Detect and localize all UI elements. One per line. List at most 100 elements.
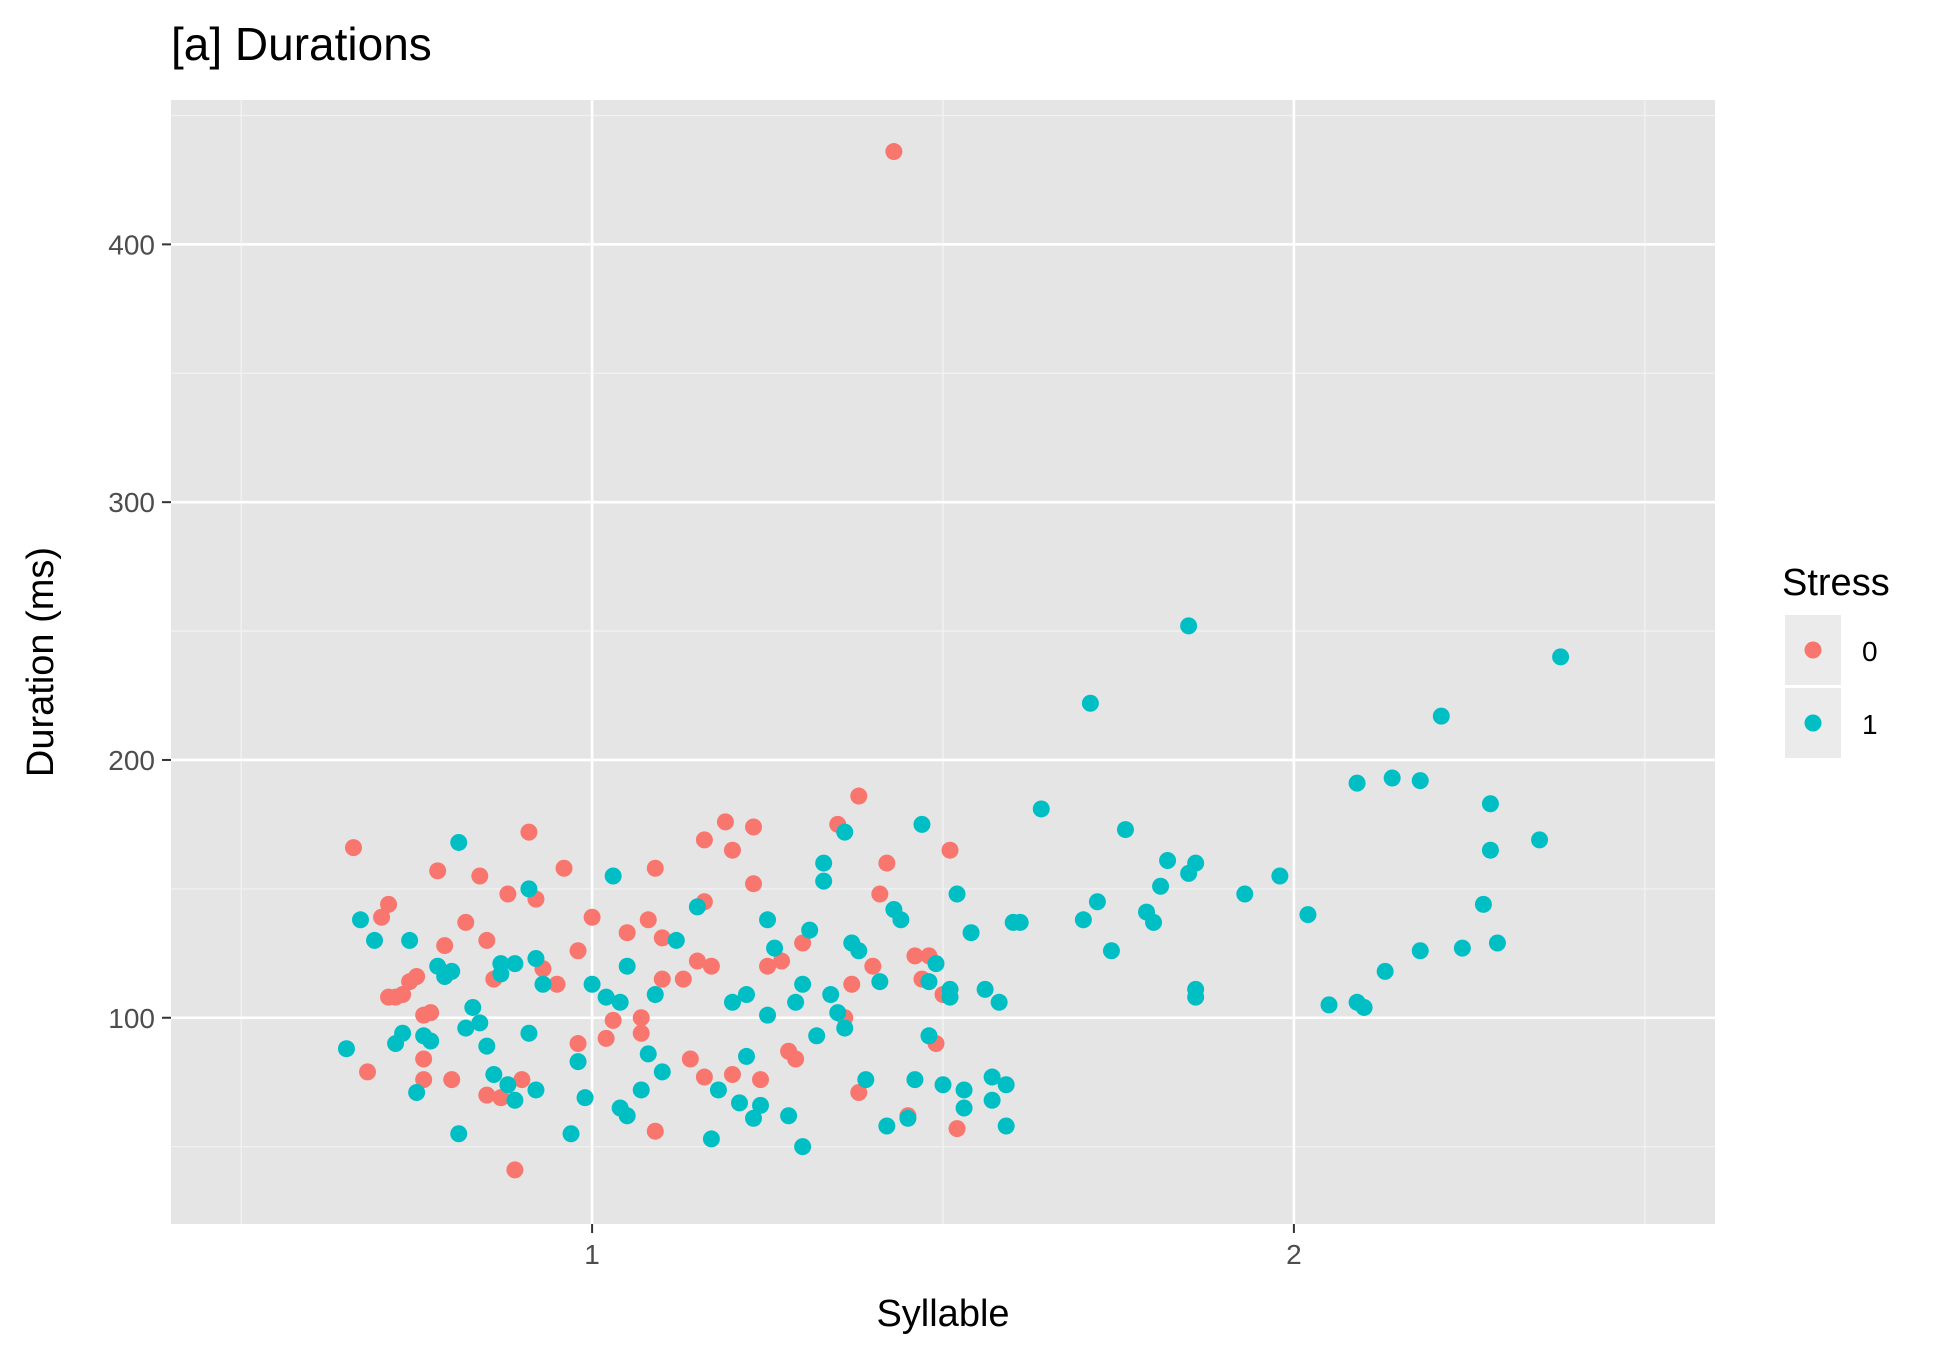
- data-point-stress-0: [653, 970, 671, 988]
- legend: Stress 0 1: [1782, 562, 1890, 758]
- data-point-stress-1: [752, 1096, 770, 1114]
- data-point-stress-0: [478, 931, 496, 949]
- data-point-stress-1: [997, 1076, 1015, 1094]
- data-point-stress-1: [976, 980, 994, 998]
- data-point-stress-0: [646, 1122, 664, 1140]
- data-point-stress-1: [1348, 774, 1366, 792]
- data-point-stress-1: [723, 993, 741, 1011]
- data-point-stress-0: [373, 908, 391, 926]
- minor-gridlines: [171, 100, 1715, 1224]
- data-point-stress-1: [351, 911, 369, 929]
- y-tick-label: 400: [108, 229, 155, 260]
- data-point-stress-0: [843, 975, 861, 993]
- data-point-stress-1: [611, 993, 629, 1011]
- data-point-stress-0: [583, 908, 601, 926]
- data-point-stress-1: [1411, 772, 1429, 790]
- x-tick-label: 1: [584, 1239, 600, 1270]
- data-point-stress-0: [695, 831, 713, 849]
- data-point-stress-1: [492, 965, 510, 983]
- data-point-stress-1: [829, 1004, 847, 1022]
- data-point-stress-1: [822, 986, 840, 1004]
- data-point-stress-1: [920, 1027, 938, 1045]
- data-point-stress-1: [913, 815, 931, 833]
- data-point-stress-1: [1383, 769, 1401, 787]
- data-point-stress-1: [955, 1099, 973, 1117]
- data-point-stress-1: [569, 1053, 587, 1071]
- data-point-stress-1: [520, 880, 538, 898]
- data-point-stress-1: [857, 1071, 875, 1089]
- data-point-stress-0: [941, 841, 959, 859]
- data-point-stress-1: [520, 1024, 538, 1042]
- data-point-stress-1: [906, 1071, 924, 1089]
- data-point-stress-1: [1481, 841, 1499, 859]
- data-point-stress-1: [836, 1019, 854, 1037]
- data-point-stress-0: [408, 968, 426, 986]
- data-point-stress-1: [737, 986, 755, 1004]
- data-point-stress-1: [1320, 996, 1338, 1014]
- data-point-stress-0: [878, 854, 896, 872]
- data-point-stress-1: [1187, 854, 1205, 872]
- data-point-stress-1: [955, 1081, 973, 1099]
- data-point-stress-1: [941, 988, 959, 1006]
- data-point-stress-0: [850, 1084, 868, 1102]
- data-point-stress-0: [344, 839, 362, 857]
- data-point-stress-0: [716, 813, 734, 831]
- data-point-stress-1: [934, 1076, 952, 1094]
- x-axis-title: Syllable: [876, 1293, 1009, 1335]
- data-point-stress-0: [885, 143, 903, 161]
- data-point-stress-1: [401, 931, 419, 949]
- data-point-stress-1: [576, 1089, 594, 1107]
- data-point-stress-1: [527, 949, 545, 967]
- data-point-stress-1: [366, 931, 384, 949]
- data-point-stress-1: [1102, 942, 1120, 960]
- data-point-stress-1: [1299, 906, 1317, 924]
- data-point-stress-1: [1180, 617, 1198, 635]
- data-point-stress-0: [618, 924, 636, 942]
- legend-label-0: 0: [1862, 636, 1878, 667]
- data-point-stress-0: [871, 885, 889, 903]
- data-point-stress-1: [534, 975, 552, 993]
- data-point-stress-1: [899, 1109, 917, 1127]
- data-point-stress-1: [471, 1014, 489, 1032]
- data-point-stress-1: [983, 1091, 1001, 1109]
- data-point-stress-0: [555, 859, 573, 877]
- data-point-stress-1: [1271, 867, 1289, 885]
- data-point-stress-1: [450, 833, 468, 851]
- data-point-stress-1: [485, 1065, 503, 1083]
- data-point-stress-1: [1552, 648, 1570, 666]
- data-point-stress-1: [787, 993, 805, 1011]
- data-point-stress-0: [457, 913, 475, 931]
- data-point-stress-1: [759, 1006, 777, 1024]
- data-point-stress-1: [1074, 911, 1092, 929]
- data-point-stress-0: [499, 885, 517, 903]
- data-point-stress-1: [878, 1117, 896, 1135]
- data-point-stress-0: [688, 952, 706, 970]
- data-point-stress-1: [801, 921, 819, 939]
- data-point-stress-1: [730, 1094, 748, 1112]
- data-point-stress-1: [478, 1037, 496, 1055]
- y-tick-label: 100: [108, 1003, 155, 1034]
- data-point-stress-0: [850, 787, 868, 805]
- data-point-stress-1: [646, 986, 664, 1004]
- data-point-stress-1: [850, 942, 868, 960]
- data-point-stress-0: [745, 875, 763, 893]
- data-point-stress-1: [1432, 707, 1450, 725]
- data-point-stress-1: [527, 1081, 545, 1099]
- data-point-stress-1: [618, 957, 636, 975]
- data-point-stress-1: [1159, 852, 1177, 870]
- data-point-stress-0: [723, 1065, 741, 1083]
- data-point-stress-1: [1088, 893, 1106, 911]
- data-point-stress-1: [464, 998, 482, 1016]
- data-point-stress-1: [983, 1068, 1001, 1086]
- data-point-stress-1: [1011, 913, 1029, 931]
- data-point-stress-1: [920, 973, 938, 991]
- data-point-stress-1: [1187, 988, 1205, 1006]
- data-point-stress-1: [1236, 885, 1254, 903]
- data-point-stress-0: [674, 970, 692, 988]
- y-tick-label: 200: [108, 745, 155, 776]
- data-point-stress-1: [688, 898, 706, 916]
- data-point-stress-1: [766, 939, 784, 957]
- data-point-stress-1: [1145, 913, 1163, 931]
- data-point-stress-1: [745, 1109, 763, 1127]
- data-point-stress-1: [1411, 942, 1429, 960]
